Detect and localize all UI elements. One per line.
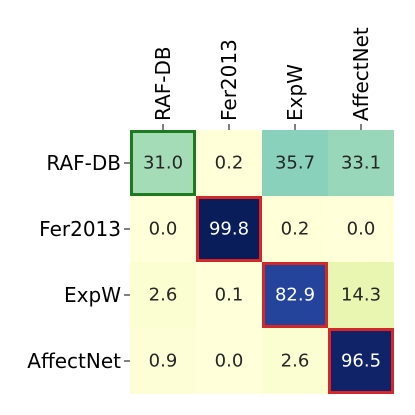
heatmap-cell-raf-db-fer2013 [196, 130, 262, 196]
heatmap-cell-affectnet-raf-db [130, 328, 196, 394]
heatmap-cell-raf-db-expw [262, 130, 328, 196]
cell-value-label: 0.1 [215, 285, 244, 306]
highlight-border-raf-db-raf-db [130, 130, 196, 196]
cell-value-label: 31.0 [143, 153, 183, 174]
heatmap-cell-affectnet-affectnet [328, 328, 394, 394]
cell-value-label: 0.0 [347, 219, 376, 240]
y-tick-label-fer2013: Fer2013 [39, 217, 121, 241]
x-axis-ticks: RAF-DB Fer2013 ExpW AffectNet [151, 27, 373, 130]
y-axis-ticks: RAF-DB Fer2013 ExpW AffectNet [27, 151, 130, 373]
highlight-border-expw-expw [262, 262, 328, 328]
cell-value-label: 99.8 [209, 219, 249, 240]
cell-value-label: 0.9 [149, 351, 178, 372]
heatmap-cell-raf-db-affectnet [328, 130, 394, 196]
highlight-border-affectnet-affectnet [328, 328, 394, 394]
heatmap-cell-affectnet-fer2013 [196, 328, 262, 394]
cell-value-label: 0.2 [215, 153, 244, 174]
heatmap-cell-fer2013-raf-db [130, 196, 196, 262]
cell-value-label: 0.2 [281, 219, 310, 240]
cell-value-label: 0.0 [215, 351, 244, 372]
cell-value-label: 96.5 [341, 351, 381, 372]
cell-value-label: 2.6 [149, 285, 178, 306]
y-tick-label-raf-db: RAF-DB [46, 151, 121, 175]
cell-value-label: 0.0 [149, 219, 178, 240]
highlight-borders [130, 130, 394, 394]
heatmap-cell-expw-raf-db [130, 262, 196, 328]
y-tick-label-expw: ExpW [64, 283, 121, 307]
heatmap-cell-fer2013-expw [262, 196, 328, 262]
heatmap-cell-expw-fer2013 [196, 262, 262, 328]
heatmap-cell-fer2013-affectnet [328, 196, 394, 262]
cell-value-label: 14.3 [341, 285, 381, 306]
cell-value-label: 2.6 [281, 351, 310, 372]
heatmap-cells: 31.0 0.2 35.7 33.1 0.0 99.8 0.2 0.0 2.6 0.1 82.9 14… [130, 130, 394, 394]
heatmap-cell-expw-affectnet [328, 262, 394, 328]
heatmap-cell-raf-db-raf-db [130, 130, 196, 196]
cell-value-label: 33.1 [341, 153, 381, 174]
cell-value-label: 35.7 [275, 153, 315, 174]
y-tick-label-affectnet: AffectNet [27, 349, 121, 373]
x-tick-label-affectnet: AffectNet [349, 27, 373, 121]
x-tick-label-fer2013: Fer2013 [217, 39, 241, 121]
heatmap-cell-affectnet-expw [262, 328, 328, 394]
heatmap-cell-fer2013-fer2013 [196, 196, 262, 262]
cell-value-label: 82.9 [275, 285, 315, 306]
x-tick-label-expw: ExpW [283, 64, 307, 121]
heatmap-cell-expw-expw [262, 262, 328, 328]
x-tick-label-raf-db: RAF-DB [151, 46, 175, 121]
highlight-border-fer2013-fer2013 [196, 196, 262, 262]
